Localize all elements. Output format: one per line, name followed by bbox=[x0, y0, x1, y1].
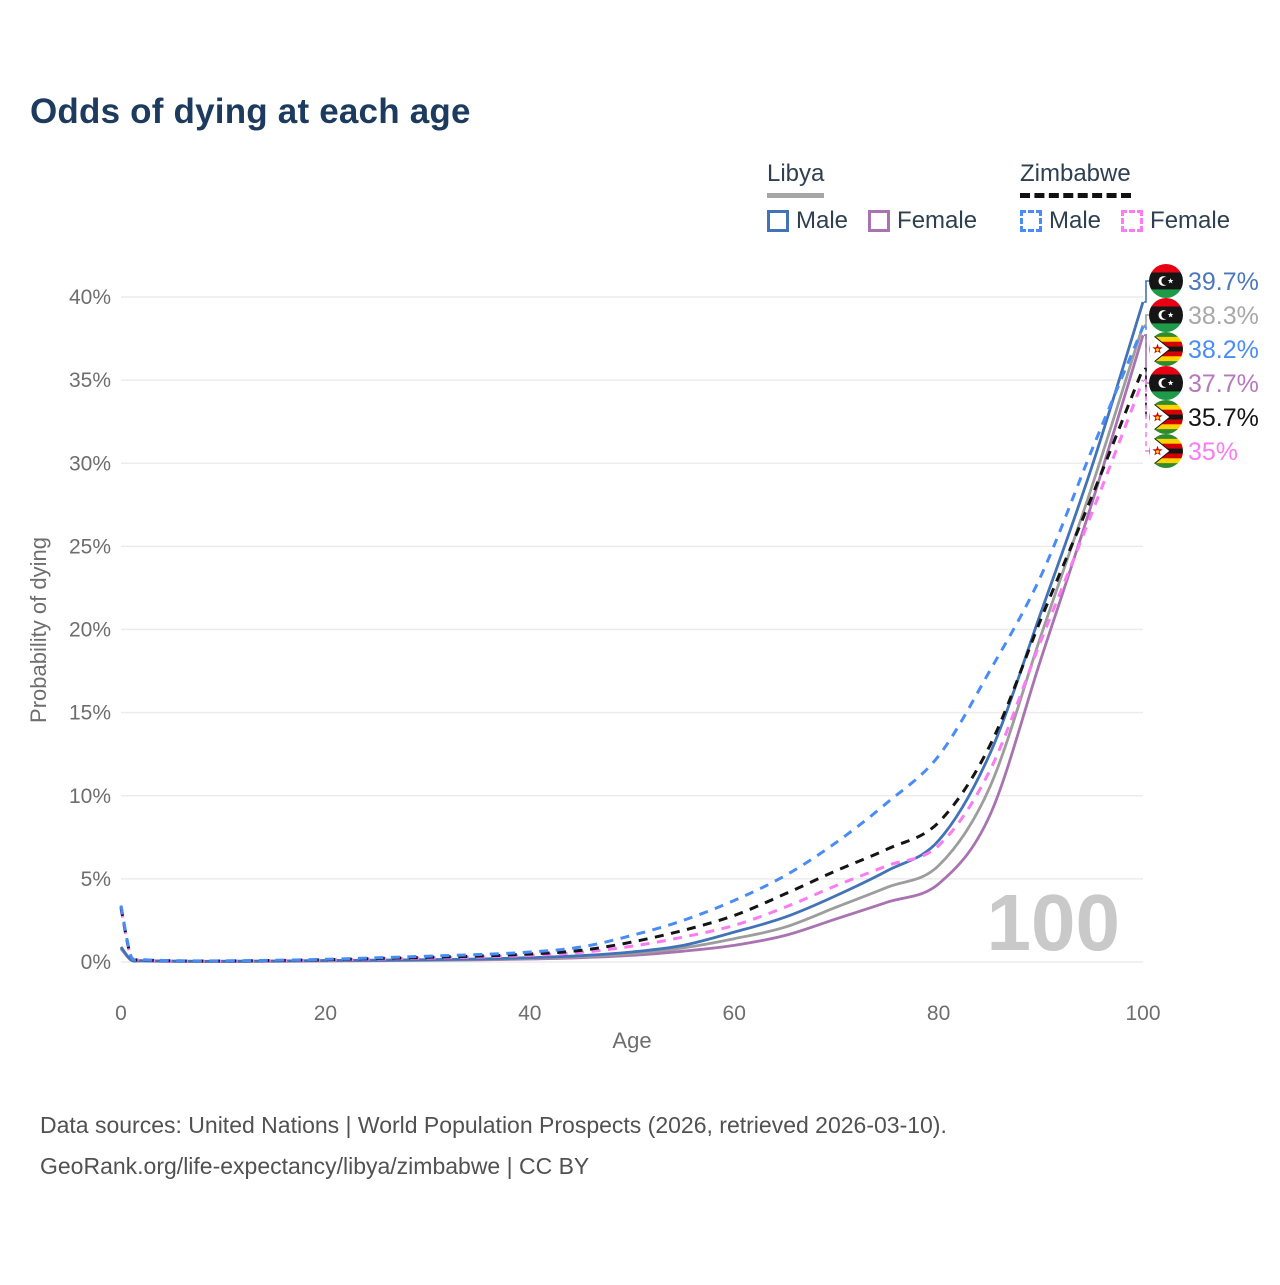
legend-label-zimbabwe-female: Female bbox=[1150, 207, 1231, 234]
flag-libya-icon bbox=[1149, 264, 1183, 298]
x-tick-0: 0 bbox=[115, 1002, 127, 1025]
leader-line-libya-female bbox=[1144, 334, 1149, 384]
legend-item-zimbabwe-male[interactable]: Male bbox=[1020, 207, 1101, 235]
x-tick-20: 20 bbox=[314, 1002, 337, 1025]
page-title: Odds of dying at each age bbox=[30, 92, 471, 131]
x-tick-40: 40 bbox=[518, 1002, 541, 1025]
y-tick-20: 20% bbox=[69, 619, 111, 642]
series-line-zimbabwe[interactable] bbox=[119, 367, 1145, 963]
y-tick-40: 40% bbox=[69, 286, 111, 309]
legend-group-libya: Libya Male Female bbox=[767, 160, 997, 235]
y-tick-15: 15% bbox=[69, 702, 111, 725]
leader-line-libya bbox=[1144, 314, 1149, 327]
legend-item-zimbabwe-female[interactable]: Female bbox=[1121, 207, 1230, 235]
end-labels: 39.7% 38.3% 38.2% 37.7% 35.7% 35% bbox=[1144, 264, 1259, 468]
legend-label-libya-female: Female bbox=[897, 207, 978, 234]
legend-swatch-libya-male bbox=[767, 210, 789, 232]
leader-line-zimbabwe bbox=[1144, 367, 1149, 418]
legend: Libya Male Female Zimbabwe Male bbox=[0, 160, 1280, 250]
leader-line-zimbabwe-female bbox=[1144, 379, 1149, 452]
end-label-zimbabwe-male: 38.2% bbox=[1188, 336, 1259, 364]
hover-age-indicator: 100 bbox=[987, 878, 1120, 967]
end-label-libya: 38.3% bbox=[1188, 302, 1259, 330]
y-tick-25: 25% bbox=[69, 535, 111, 558]
legend-label-zimbabwe-male: Male bbox=[1049, 207, 1102, 234]
flag-zimbabwe-icon bbox=[1149, 400, 1183, 434]
flag-zimbabwe-icon bbox=[1149, 434, 1183, 468]
flag-libya-icon bbox=[1149, 366, 1183, 400]
flag-libya-icon bbox=[1149, 298, 1183, 332]
leader-line-libya-male bbox=[1144, 280, 1149, 303]
end-label-zimbabwe: 35.7% bbox=[1188, 404, 1259, 432]
x-axis-title: Age bbox=[612, 1028, 651, 1053]
y-tick-5: 5% bbox=[81, 868, 111, 891]
end-label-zimbabwe-female: 35% bbox=[1188, 438, 1238, 466]
gridlines bbox=[121, 296, 1143, 963]
footer-link: GeoRank.org/life-expectancy/libya/zimbab… bbox=[40, 1153, 590, 1179]
end-label-libya-female: 37.7% bbox=[1188, 370, 1259, 398]
y-tick-10: 10% bbox=[69, 785, 111, 808]
legend-items-zimbabwe: Male Female bbox=[1020, 207, 1250, 235]
legend-group-zimbabwe: Zimbabwe Male Female bbox=[1020, 160, 1250, 235]
plot-hover-area[interactable] bbox=[121, 297, 1143, 962]
series-line-zimbabwe-male[interactable] bbox=[119, 326, 1145, 963]
y-tick-35: 35% bbox=[69, 369, 111, 392]
x-tick-60: 60 bbox=[723, 1002, 746, 1025]
x-tick-100: 100 bbox=[1125, 1002, 1160, 1025]
footer: Data sources: United Nations | World Pop… bbox=[40, 1105, 947, 1187]
end-label-libya-male: 39.7% bbox=[1188, 268, 1259, 296]
flag-zimbabwe-icon bbox=[1149, 332, 1183, 366]
legend-country-zimbabwe[interactable]: Zimbabwe bbox=[1020, 160, 1131, 198]
x-tick-80: 80 bbox=[927, 1002, 950, 1025]
y-tick-30: 30% bbox=[69, 452, 111, 475]
series-lines bbox=[119, 301, 1145, 963]
legend-swatch-zimbabwe-female bbox=[1121, 210, 1144, 232]
legend-item-libya-female[interactable]: Female bbox=[868, 207, 977, 235]
footer-sources: Data sources: United Nations | World Pop… bbox=[40, 1112, 947, 1138]
y-tick-0: 0% bbox=[81, 951, 111, 974]
axis-ticks: 0% 5% 10% 15% 20% 25% 30% 35% 40% 0 20 40 60 80 100 bbox=[69, 286, 1161, 1025]
legend-swatch-zimbabwe-male bbox=[1020, 210, 1042, 232]
legend-item-libya-male[interactable]: Male bbox=[767, 207, 848, 235]
legend-items-libya: Male Female bbox=[767, 207, 997, 235]
legend-swatch-libya-female bbox=[868, 210, 891, 232]
legend-label-libya-male: Male bbox=[796, 207, 849, 234]
y-axis-title: Probability of dying bbox=[26, 537, 51, 723]
legend-country-libya[interactable]: Libya bbox=[767, 160, 825, 198]
